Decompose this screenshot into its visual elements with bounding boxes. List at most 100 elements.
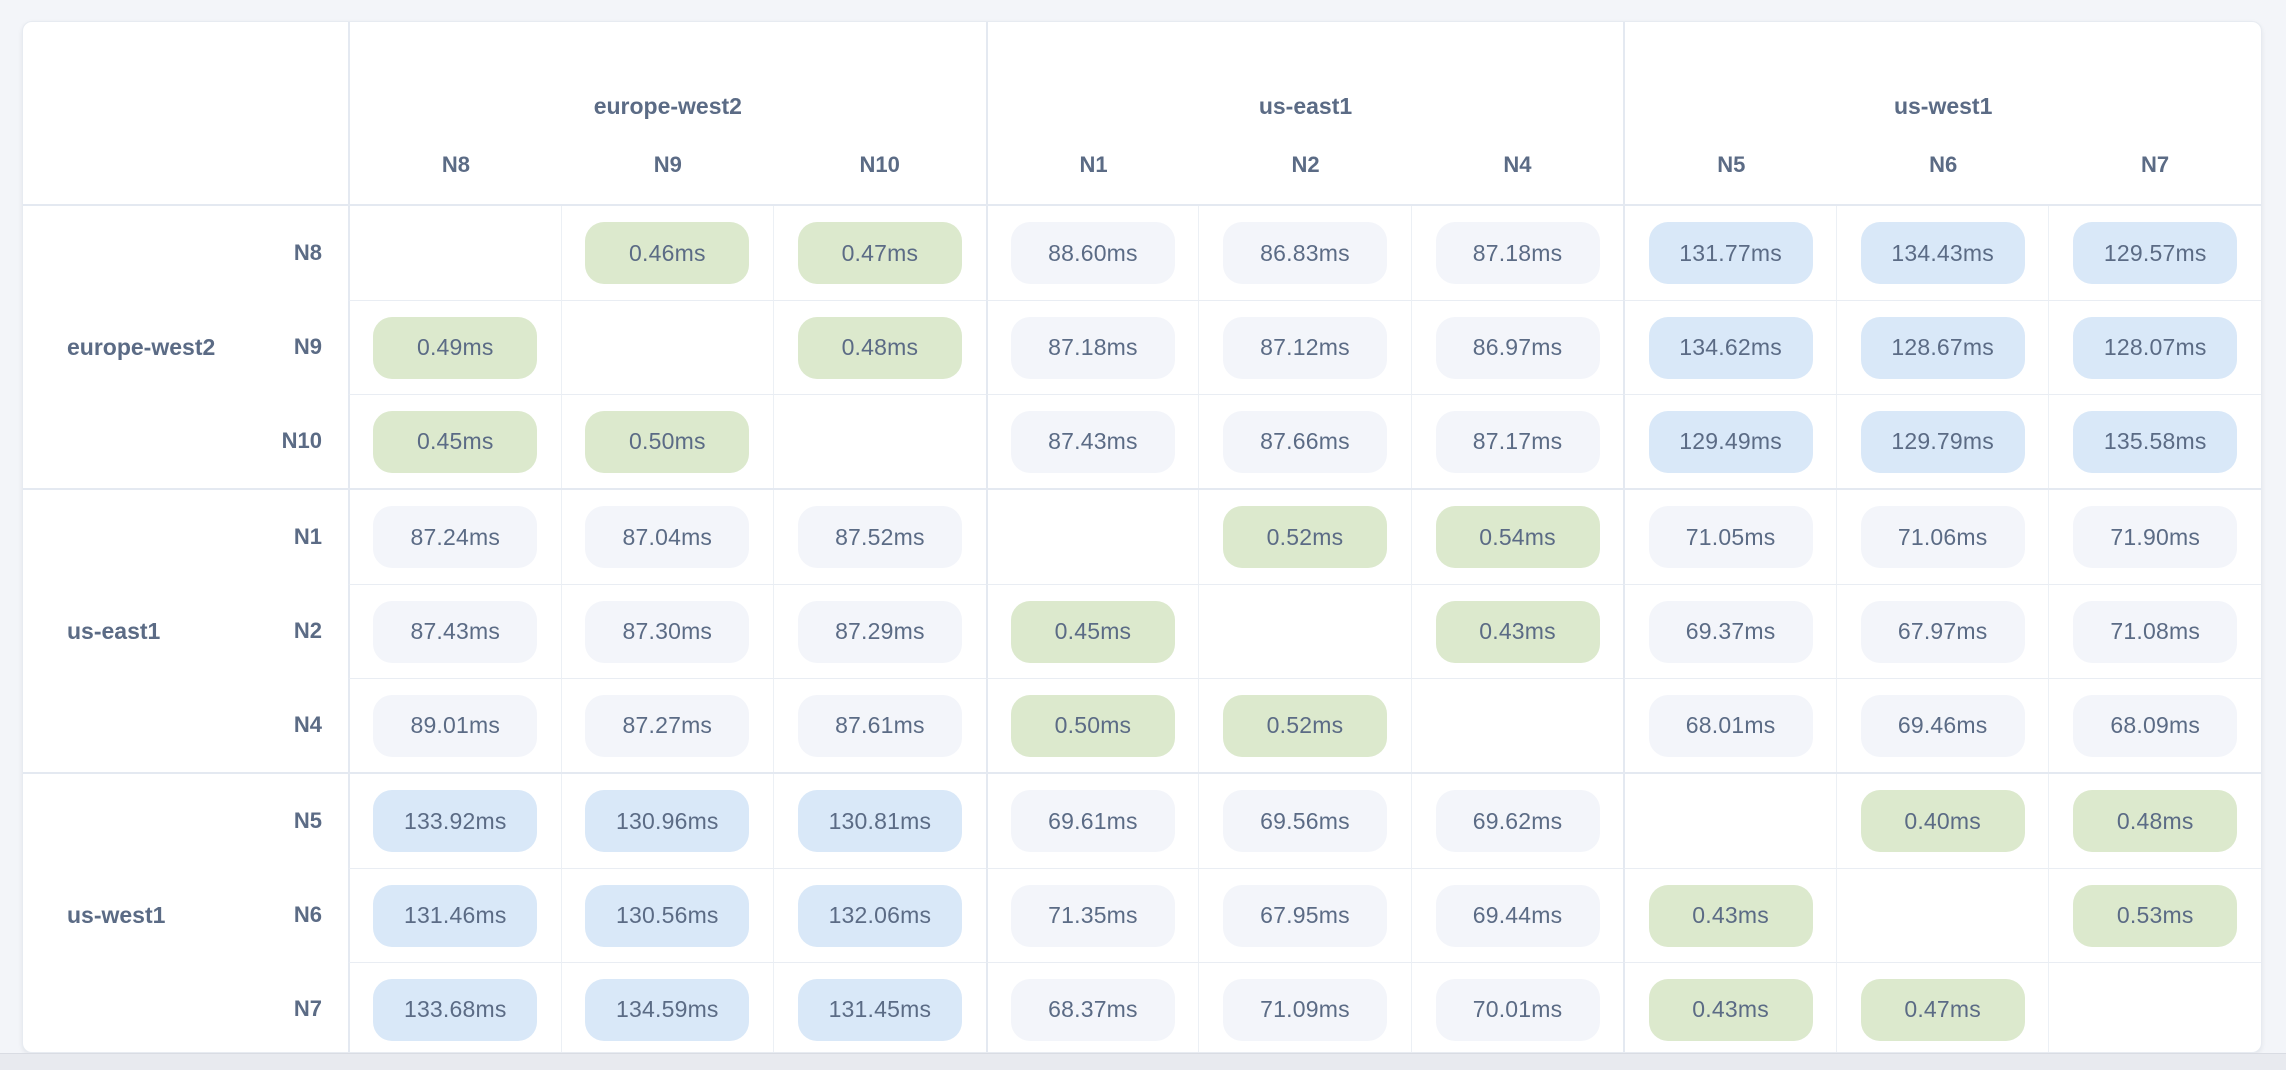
latency-pill: 69.46ms <box>1860 694 2025 757</box>
node-column-header: N1 <box>1079 152 1108 177</box>
latency-cell: 87.27ms <box>560 678 774 772</box>
node-row-header: N10 <box>281 428 322 453</box>
latency-cell: 0.48ms <box>2048 774 2261 868</box>
column-header-groups: europe-west2 N8 N9 N10 us-east1 N1 N2 N4 us-… <box>348 22 2261 204</box>
latency-pill: 87.27ms <box>585 694 750 757</box>
latency-pill: 71.08ms <box>2073 600 2238 663</box>
latency-pill: 68.09ms <box>2073 694 2238 757</box>
latency-pill: 87.18ms <box>1435 222 1600 284</box>
latency-cell: 87.61ms <box>773 678 986 772</box>
latency-cell: 71.09ms <box>1198 962 1411 1052</box>
latency-pill: 68.37ms <box>1010 978 1175 1041</box>
region-column-label: us-east1 <box>1258 93 1353 119</box>
latency-pill: 0.46ms <box>585 222 750 284</box>
latency-cell: 69.44ms <box>1410 868 1624 962</box>
node-row-header: N1 <box>293 524 322 549</box>
latency-cell <box>1835 868 2049 962</box>
latency-pill: 0.52ms <box>1222 694 1387 757</box>
latency-pill: 128.67ms <box>1860 316 2025 379</box>
latency-cell: 0.53ms <box>2048 868 2261 962</box>
latency-cell: 0.43ms <box>1410 584 1624 678</box>
latency-pill: 130.96ms <box>585 790 750 852</box>
latency-pill: 86.97ms <box>1435 316 1600 379</box>
latency-cell: 0.40ms <box>1835 774 2049 868</box>
latency-cell: 67.95ms <box>1198 868 1411 962</box>
latency-cell: 71.05ms <box>1623 490 1836 584</box>
latency-cell <box>1198 584 1411 678</box>
node-column-header: N4 <box>1503 152 1532 177</box>
latency-cell: 135.58ms <box>2048 394 2261 488</box>
region-column-group: us-west1 N5 N6 N7 <box>1623 22 2261 204</box>
latency-cell: 0.50ms <box>560 394 774 488</box>
latency-pill: 87.61ms <box>797 694 962 757</box>
latency-pill: 71.35ms <box>1010 884 1175 947</box>
latency-cell: 71.06ms <box>1835 490 2049 584</box>
latency-pill: 131.77ms <box>1648 222 1813 284</box>
latency-cell: 87.30ms <box>560 584 774 678</box>
latency-cell: 128.67ms <box>1835 300 2049 394</box>
latency-cell: 0.43ms <box>1623 868 1836 962</box>
node-column-header: N10 <box>859 152 900 177</box>
latency-matrix-card: europe-west2 N8 N9 N10 us-east1 N1 N2 N4 us-… <box>22 21 2262 1053</box>
latency-cell: 131.45ms <box>773 962 986 1052</box>
latency-cell: 132.06ms <box>773 868 986 962</box>
latency-cell: 131.77ms <box>1623 206 1836 300</box>
latency-cell: 87.18ms <box>985 300 1199 394</box>
region-column-group: europe-west2 N8 N9 N10 <box>348 22 986 204</box>
latency-pill: 69.61ms <box>1010 790 1175 852</box>
latency-pill: 88.60ms <box>1010 222 1175 284</box>
latency-cell: 87.43ms <box>985 394 1199 488</box>
latency-pill: 69.56ms <box>1222 790 1387 852</box>
latency-cell: 87.29ms <box>773 584 986 678</box>
latency-cell: 133.68ms <box>348 962 561 1052</box>
node-column-header: N9 <box>653 152 682 177</box>
latency-cell: 87.04ms <box>560 490 774 584</box>
latency-pill: 0.48ms <box>2073 790 2238 852</box>
latency-cell: 87.43ms <box>348 584 561 678</box>
latency-cell: 0.45ms <box>985 584 1199 678</box>
latency-pill: 133.68ms <box>373 978 538 1041</box>
latency-pill: 128.07ms <box>2073 316 2238 379</box>
latency-cell: 69.37ms <box>1623 584 1836 678</box>
latency-cell <box>1410 678 1624 772</box>
latency-pill: 134.62ms <box>1648 316 1813 379</box>
region-row-group: europe-west2 N8 N9 N10 0.46ms 0.47ms 88.60ms… <box>23 206 2261 488</box>
latency-pill: 0.49ms <box>373 316 538 379</box>
latency-cell: 87.17ms <box>1410 394 1624 488</box>
node-row-header: N9 <box>293 334 322 359</box>
node-row-header: N8 <box>293 240 322 265</box>
latency-pill: 130.56ms <box>585 884 750 947</box>
latency-cell: 0.47ms <box>1835 962 2049 1052</box>
latency-cell: 130.56ms <box>560 868 774 962</box>
node-row-header: N2 <box>293 618 322 643</box>
latency-cell: 133.92ms <box>348 774 561 868</box>
region-row-label: us-east1 <box>67 617 161 644</box>
latency-pill: 69.44ms <box>1435 884 1600 947</box>
row-label-column: us-east1 N1 N2 N4 <box>23 490 348 772</box>
node-row-labels: N1 N2 N4 <box>248 490 348 772</box>
latency-pill: 67.97ms <box>1860 600 2025 663</box>
latency-pill: 70.01ms <box>1435 978 1600 1041</box>
latency-pill: 134.43ms <box>1860 222 2025 284</box>
region-column-label: us-west1 <box>1893 93 1993 119</box>
latency-pill: 0.52ms <box>1222 506 1387 568</box>
latency-pill: 135.58ms <box>2073 410 2238 473</box>
latency-cell: 69.62ms <box>1410 774 1624 868</box>
latency-cell: 88.60ms <box>985 206 1199 300</box>
latency-cell: 129.49ms <box>1623 394 1836 488</box>
latency-pill: 129.49ms <box>1648 410 1813 473</box>
latency-cell: 134.59ms <box>560 962 774 1052</box>
latency-cell: 86.97ms <box>1410 300 1624 394</box>
row-label-column: europe-west2 N8 N9 N10 <box>23 206 348 488</box>
latency-pill: 0.47ms <box>1860 978 2025 1041</box>
latency-cell: 128.07ms <box>2048 300 2261 394</box>
node-column-header: N8 <box>441 152 470 177</box>
latency-cell: 0.45ms <box>348 394 561 488</box>
region-row-label: us-west1 <box>67 901 166 928</box>
node-row-header: N7 <box>293 996 322 1021</box>
latency-cells-grid: 133.92ms 130.96ms 130.81ms 69.61ms 69.56ms 69… <box>348 774 2261 1052</box>
latency-pill: 134.59ms <box>585 978 750 1041</box>
latency-cell: 87.18ms <box>1410 206 1624 300</box>
latency-cells-grid: 0.46ms 0.47ms 88.60ms 86.83ms 87.18ms 131.77m… <box>348 206 2261 488</box>
latency-cell: 71.90ms <box>2048 490 2261 584</box>
